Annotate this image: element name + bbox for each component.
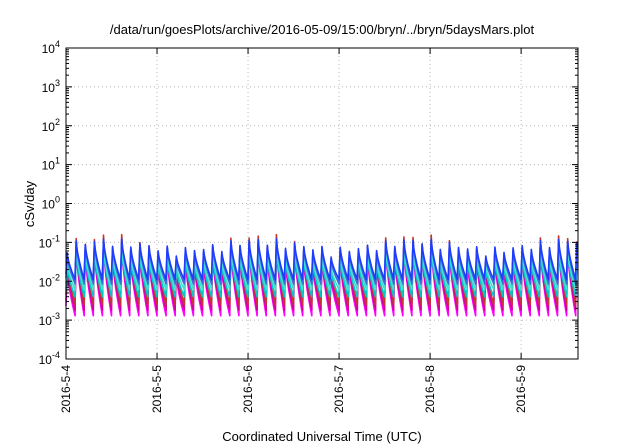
x-tick-label: 2016-5-4 [59, 365, 73, 413]
x-tick-label: 2016-5-5 [150, 365, 164, 413]
x-tick-label: 2016-5-9 [514, 365, 528, 413]
y-tick-label: 102 [42, 117, 60, 134]
y-tick-label: 103 [42, 78, 60, 95]
y-tick-label: 104 [42, 39, 60, 56]
axis-ticks: 10-4 10-3 10-2 10-1 100 101 102 103 104 2016-5-4 2… [39, 39, 578, 413]
grid-lines [66, 48, 578, 359]
y-tick-label: 10-3 [39, 311, 60, 328]
x-tick-label: 2016-5-8 [423, 365, 437, 413]
x-tick-label: 2016-5-7 [332, 365, 346, 413]
x-tick-label: 2016-5-6 [241, 365, 255, 413]
series-group [65, 233, 579, 317]
y-tick-label: 10-4 [39, 350, 60, 367]
x-axis-label: Coordinated Universal Time (UTC) [222, 429, 421, 444]
y-tick-label: 100 [42, 195, 60, 212]
series-line [65, 238, 579, 281]
y-tick-label: 10-1 [39, 233, 60, 250]
chart-title: /data/run/goesPlots/archive/2016-05-09/1… [110, 22, 535, 37]
y-axis-label: cSv/day [22, 180, 37, 227]
y-tick-label: 10-2 [39, 272, 60, 289]
y-tick-label: 101 [42, 156, 60, 173]
